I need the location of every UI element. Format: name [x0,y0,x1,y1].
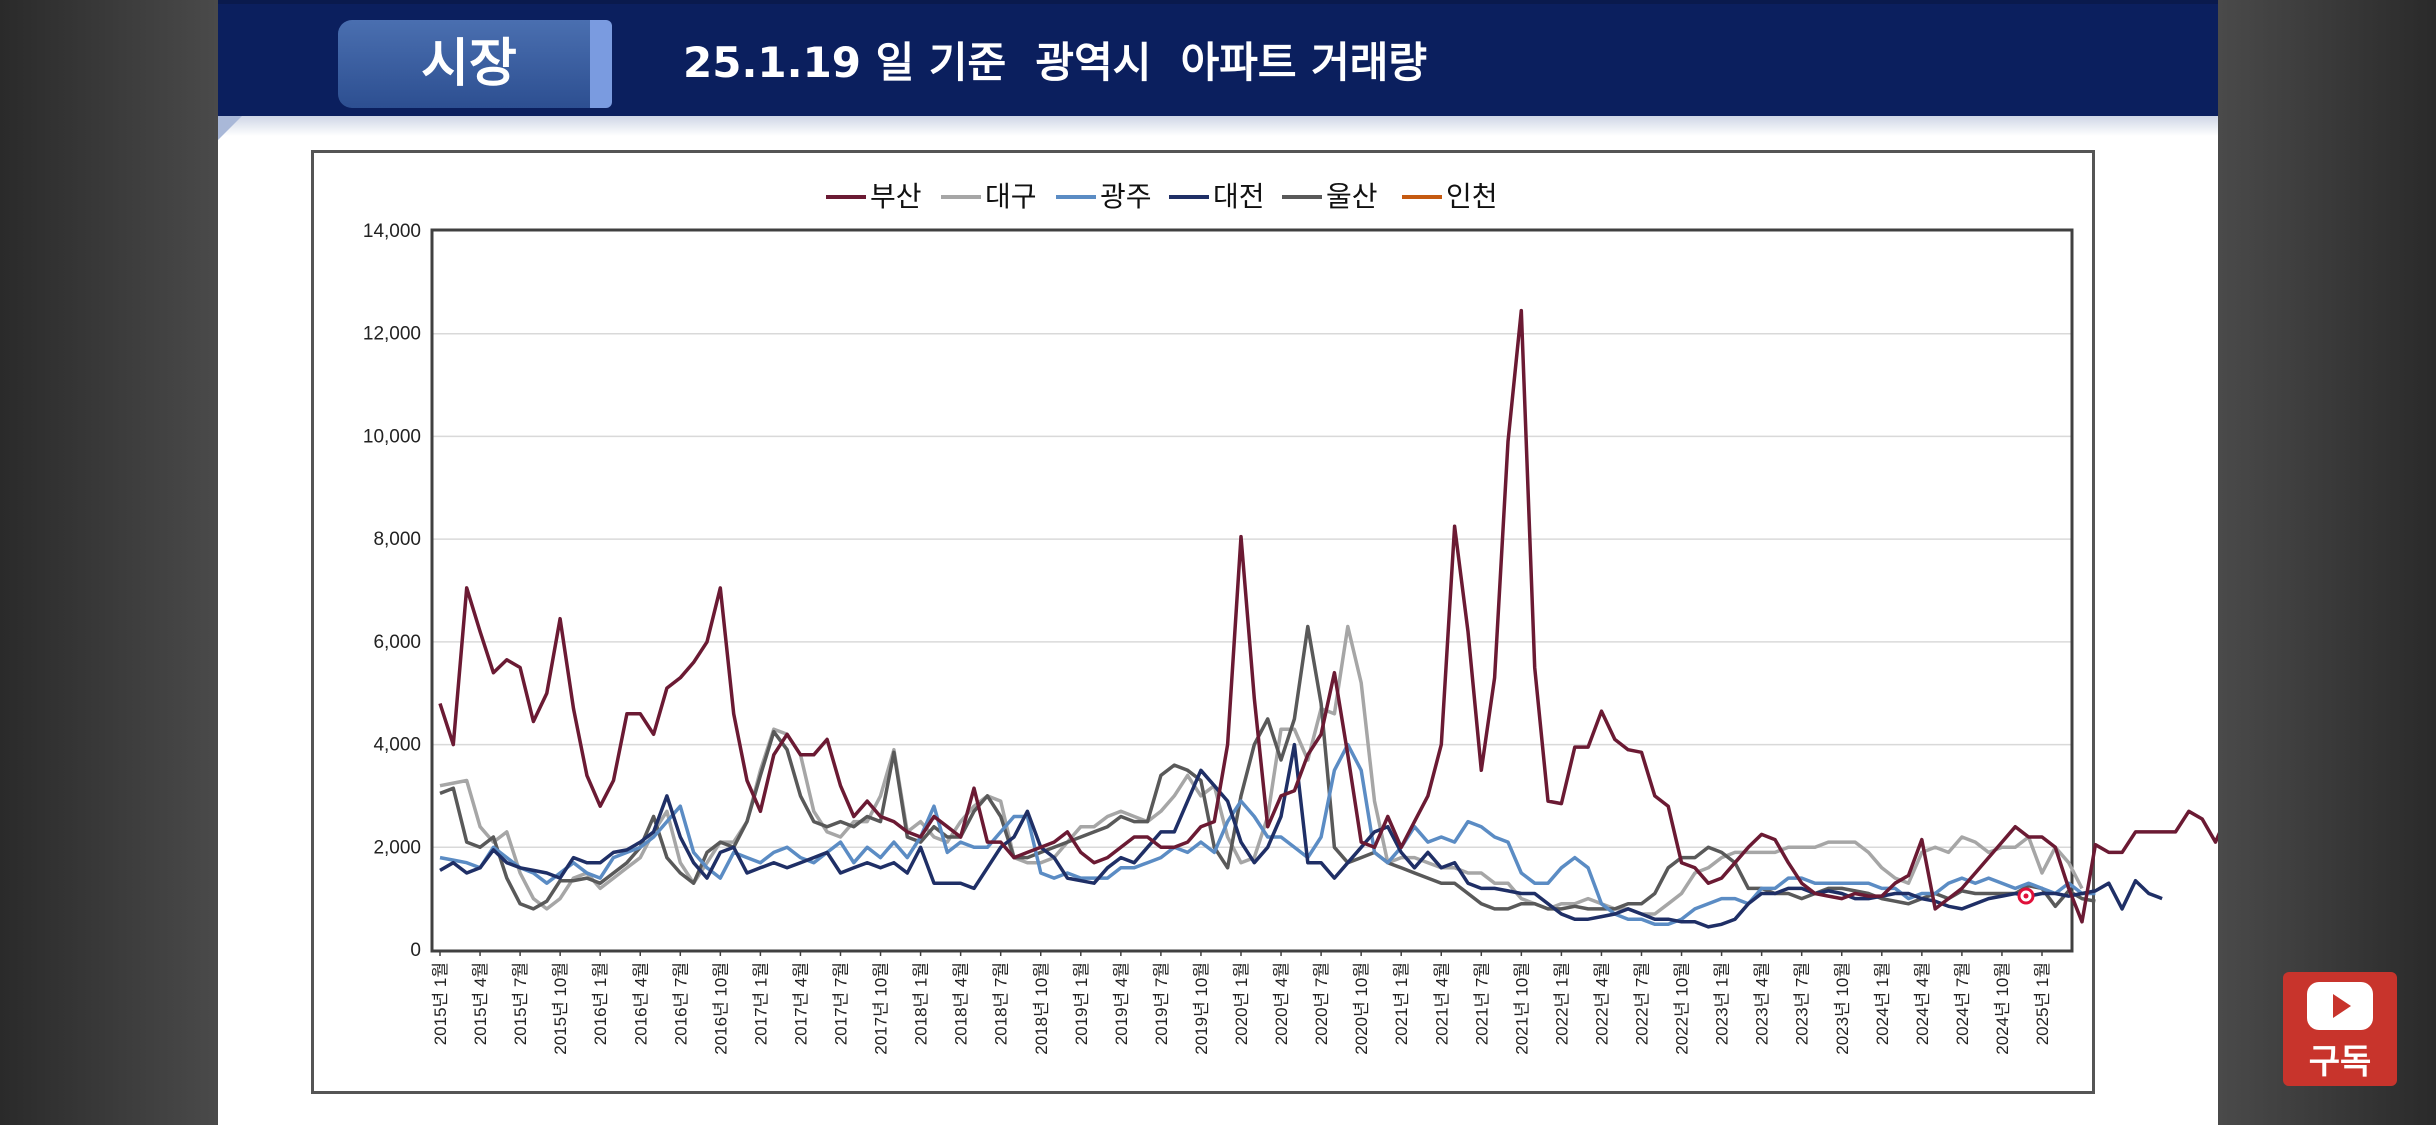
video-background-left [0,0,218,1125]
series-line-1 [439,624,2084,916]
x-tick-label: 2017년 4월 [791,962,810,1045]
cursor-marker [2017,887,2035,905]
x-tick-label: 2023년 10월 [1833,962,1852,1055]
plot-area-border [430,228,2074,953]
header-shadow [218,116,2218,136]
y-tick-label: 2,000 [373,837,421,858]
x-tick-label: 2020년 7월 [1312,962,1331,1045]
y-tick-label: 12,000 [363,324,421,345]
x-tick-label: 2022년 4월 [1592,962,1611,1045]
x-tick-label: 2024년 1월 [1873,962,1892,1045]
x-tick-label: 2019년 1월 [1072,962,1091,1045]
x-tick-label: 2023년 4월 [1753,962,1772,1045]
x-tick-label: 2018년 4월 [952,962,971,1045]
legend: 부산 대구 광주 대전 울산 인천 [826,180,1498,213]
x-tick-label: 2021년 10월 [1512,962,1531,1055]
y-tick-label: 8,000 [373,529,421,550]
x-tick-label: 2019년 7월 [1152,962,1171,1045]
header-corner-decoration [218,116,242,140]
x-tick-label: 2023년 1월 [1713,962,1732,1045]
section-tab [338,20,600,108]
x-tick-label: 2016년 1월 [591,962,610,1045]
x-tick-label: 2015년 4월 [471,962,490,1045]
x-tick-label: 2024년 7월 [1953,962,1972,1045]
x-tick-label: 2016년 10월 [711,962,730,1055]
x-tick-label: 2019년 4월 [1112,962,1131,1045]
y-tick-label: 6,000 [373,632,421,653]
youtube-play-icon [2307,982,2373,1030]
x-tick-label: 2017년 10월 [872,962,891,1055]
legend-label: 인천 [1446,180,1498,213]
y-tick-label: 10,000 [363,426,421,447]
x-tick-label: 2025년 1월 [2033,962,2052,1045]
x-tick-label: 2017년 1월 [751,962,770,1045]
legend-label: 부산 [870,180,922,213]
legend-label: 대전 [1213,180,1265,213]
section-label: 시장 [421,34,517,94]
x-tick-label: 2020년 4월 [1272,962,1291,1045]
x-tick-label: 2018년 1월 [912,962,931,1045]
section-tab-accent [590,20,612,108]
x-tick-label: 2024년 4월 [1913,962,1932,1045]
page-title: 25.1.19 일 기준 광역시 아파트 거래량 [683,38,1428,87]
presentation-slide: 시장 25.1.19 일 기준 광역시 아파트 거래량 [218,0,2218,1125]
x-tick-label: 2016년 4월 [631,962,650,1045]
x-tick-label: 2019년 10월 [1192,962,1211,1055]
series-line-0 [438,308,2218,924]
x-tick-label: 2017년 7월 [832,962,851,1045]
x-tick-label: 2021년 1월 [1392,962,1411,1045]
video-background-right [2218,0,2436,1125]
legend-label: 대구 [985,180,1037,213]
x-tick-label: 2021년 7월 [1472,962,1491,1045]
x-tick-label: 2015년 7월 [511,962,530,1045]
x-tick-label: 2018년 10월 [1032,962,1051,1055]
x-tick-label: 2020년 10월 [1352,962,1371,1055]
x-tick-label: 2023년 7월 [1793,962,1812,1045]
x-tick-label: 2022년 10월 [1673,962,1692,1055]
y-tick-label: 4,000 [373,735,421,756]
series-lines [438,308,2218,929]
x-tick-label: 2015년 10월 [551,962,570,1055]
series-line-2 [439,742,2096,927]
x-tick-label: 2016년 7월 [671,962,690,1045]
x-tick-label: 2020년 1월 [1232,962,1251,1045]
subscribe-button[interactable]: 구독 [2283,972,2397,1086]
y-tick-label: 14,000 [363,221,421,242]
x-tick-label: 2018년 7월 [992,962,1011,1045]
transaction-volume-chart: 02,0004,0006,0008,00010,00012,00014,000 … [363,180,2218,1055]
legend-label: 울산 [1326,180,1378,213]
y-axis-ticks: 0 2,000 4,000 6,000 8,000 10,000 12,000 14,000 [363,221,421,961]
x-tick-label: 2021년 4월 [1432,962,1451,1045]
x-tick-label: 2024년 10월 [1993,962,2012,1055]
subscribe-label: 구독 [2308,1042,2372,1082]
chart-frame [311,150,2095,1094]
x-tick-label: 2022년 1월 [1552,962,1571,1045]
x-tick-label: 2015년 1월 [431,962,450,1045]
x-tick-label: 2022년 7월 [1633,962,1652,1045]
legend-label: 광주 [1100,180,1152,213]
gridlines [433,332,2071,849]
x-axis-ticks: 2015년 1월 2015년 4월 2015년 7월 2015년 10월 2016년 1… [431,950,2052,1055]
y-tick-label: 0 [410,940,421,961]
